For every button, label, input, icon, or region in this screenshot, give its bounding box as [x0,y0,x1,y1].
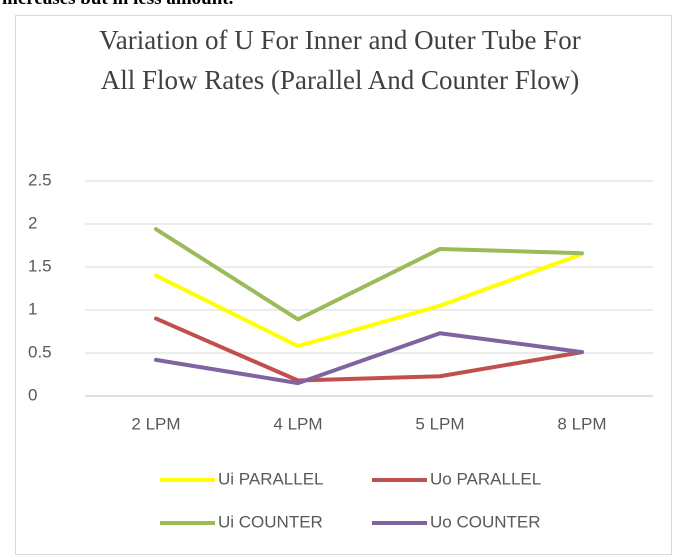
legend-label: Ui COUNTER [218,512,323,531]
chart-title: Variation of U For Inner and Outer Tube … [99,25,581,95]
y-tick-label: 0.5 [28,342,52,361]
series-line [154,331,584,386]
leading-text: increases but in less amount. [2,0,233,10]
y-tick-label: 1.5 [28,256,52,275]
x-tick-label: 2 LPM [131,414,180,433]
series-line [154,316,584,383]
legend-label: Ui PARALLEL [218,469,324,488]
y-tick-label: 0 [28,385,37,404]
series-line [154,227,584,322]
y-tick-label: 1 [28,299,37,318]
x-tick-label: 4 LPM [273,414,322,433]
x-tick-label: 5 LPM [415,414,464,433]
legend-label: Uo COUNTER [430,512,541,531]
x-tick-label: 8 LPM [557,414,606,433]
legend-label: Uo PARALLEL [430,469,541,488]
y-tick-label: 2.5 [28,170,52,189]
y-tick-label: 2 [28,213,37,232]
series-line [154,252,584,349]
